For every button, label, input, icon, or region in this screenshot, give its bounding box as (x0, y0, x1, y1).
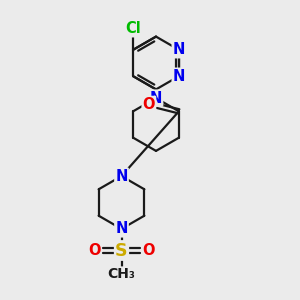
Text: O: O (142, 97, 155, 112)
Text: N: N (173, 69, 185, 84)
Text: O: O (88, 243, 101, 258)
Text: Cl: Cl (125, 21, 141, 36)
Text: N: N (173, 42, 185, 57)
Text: S: S (115, 242, 128, 260)
Text: N: N (115, 169, 128, 184)
Text: N: N (115, 221, 128, 236)
Text: N: N (150, 91, 162, 106)
Text: O: O (142, 243, 155, 258)
Text: CH₃: CH₃ (108, 268, 135, 281)
